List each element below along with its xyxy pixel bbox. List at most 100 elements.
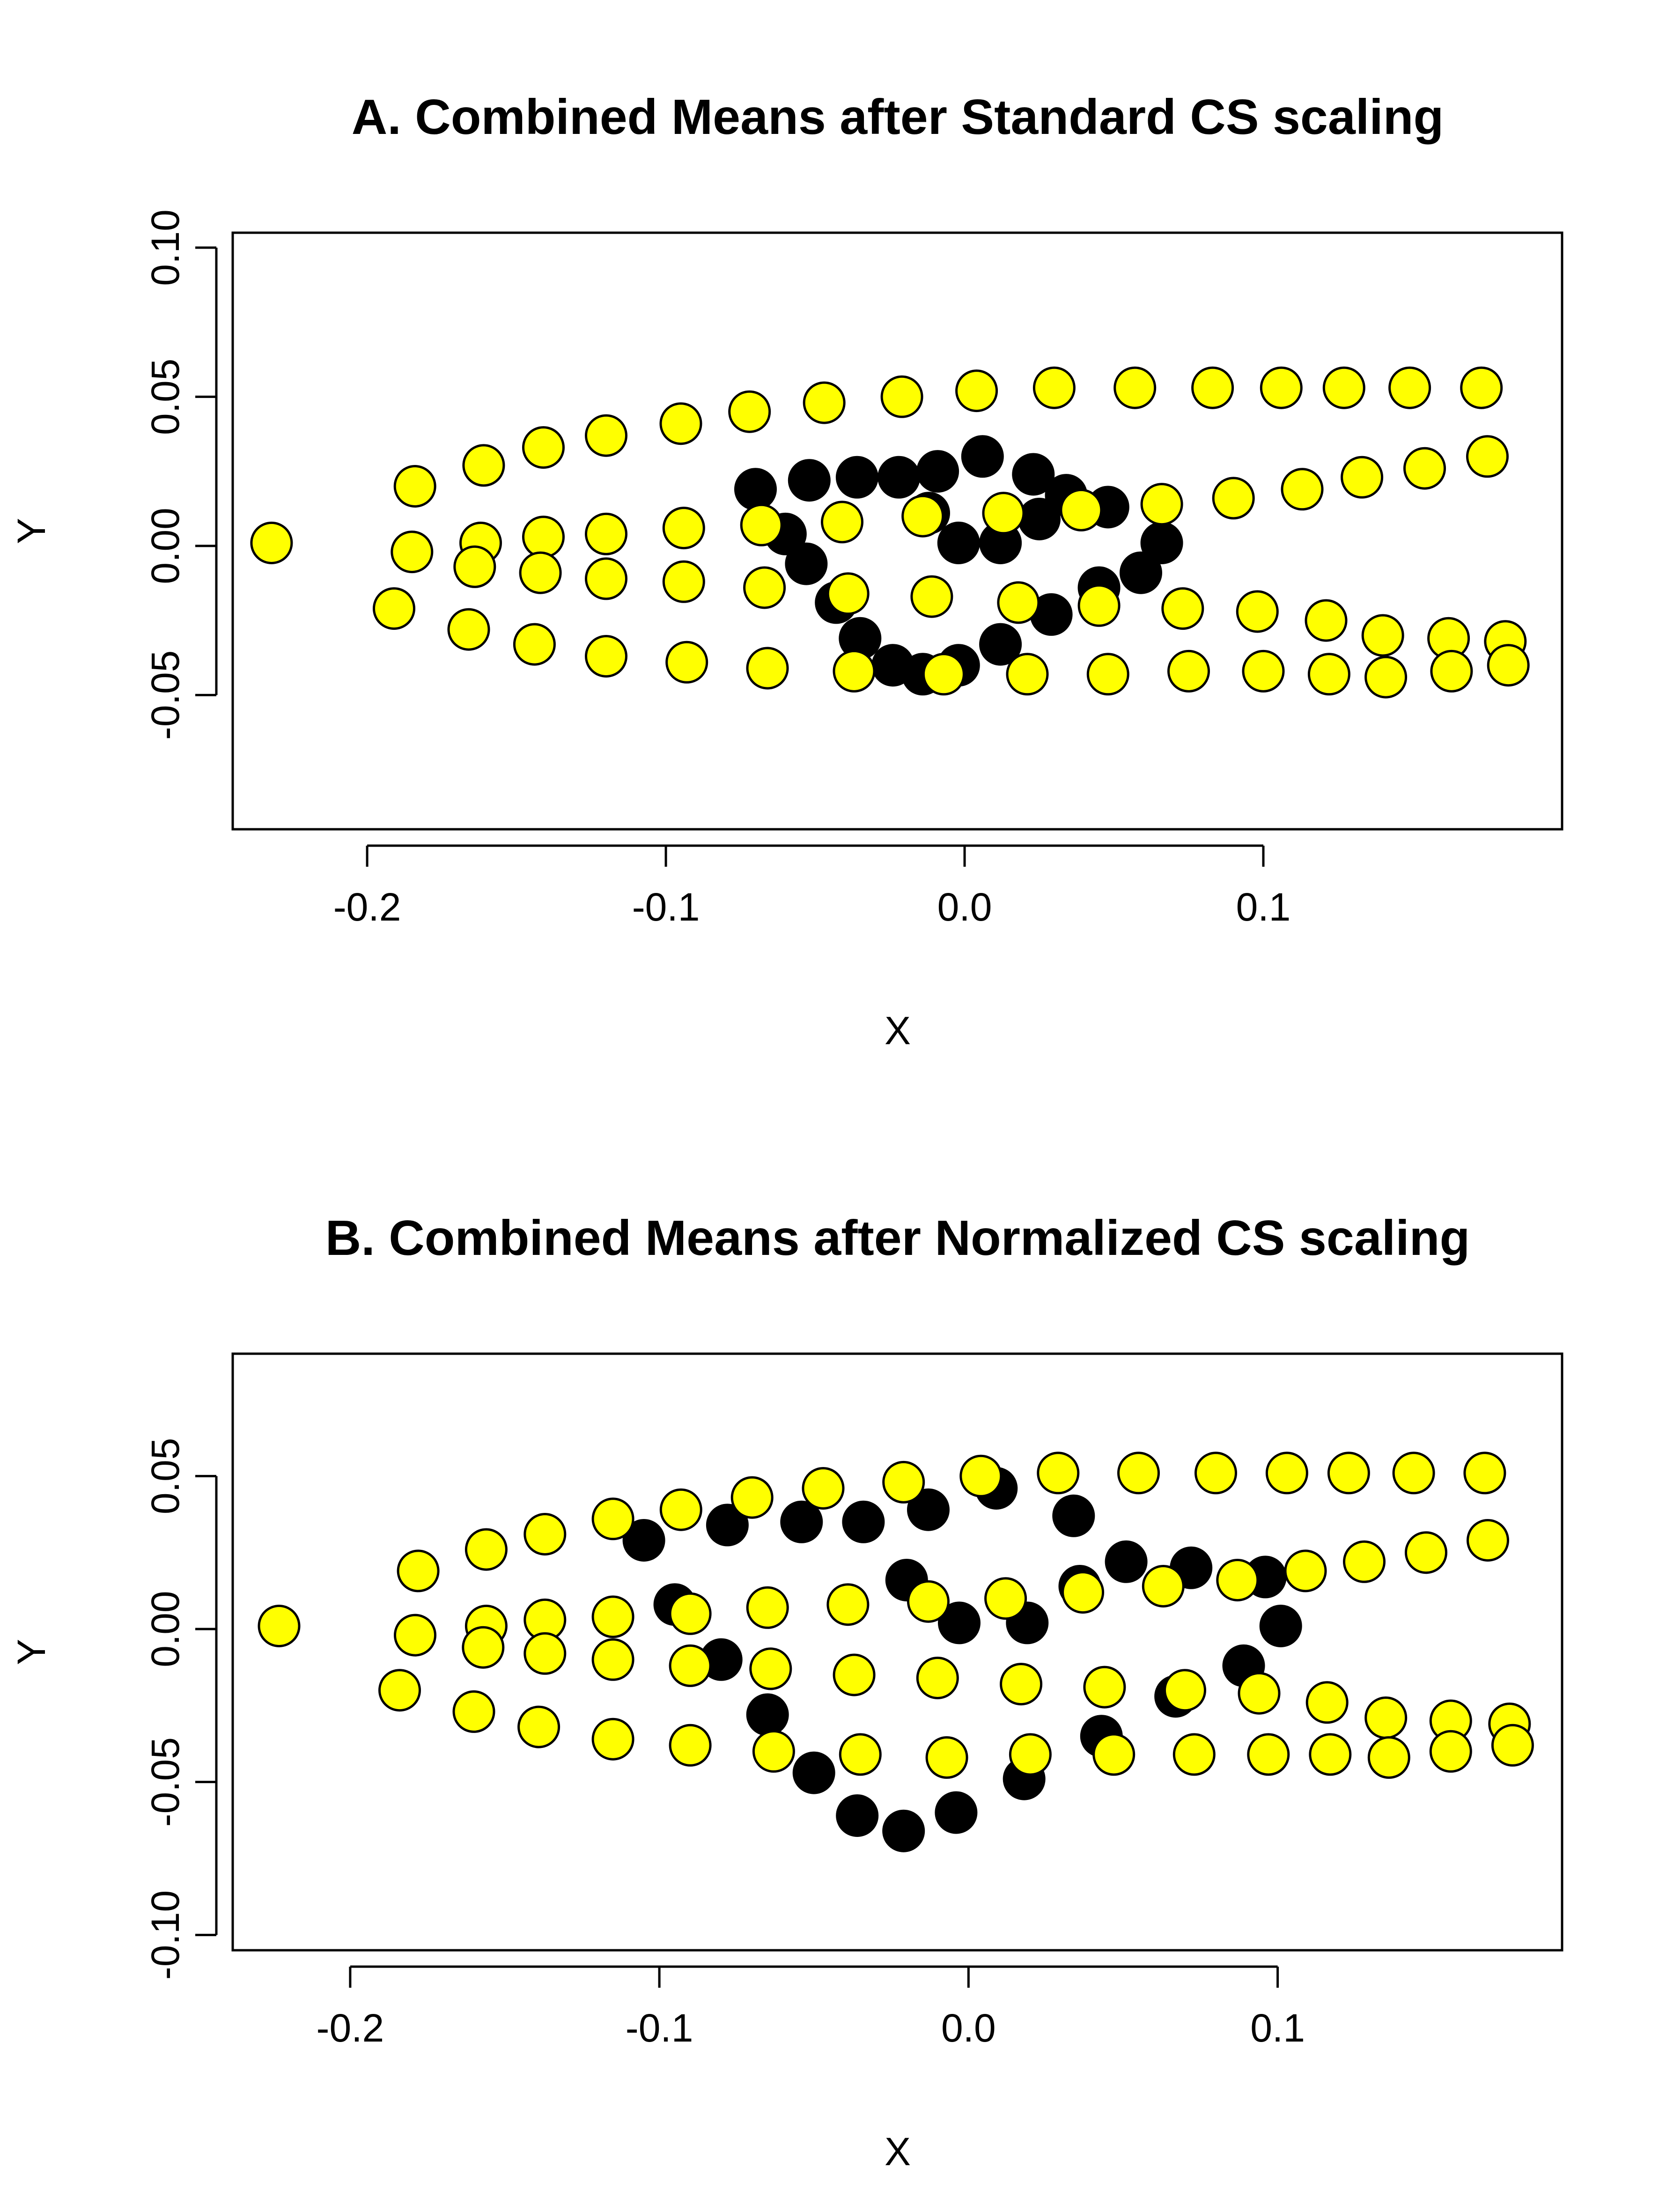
yellow-point — [880, 375, 923, 418]
yellow-point — [591, 1638, 634, 1681]
yellow-point — [826, 1583, 870, 1626]
yellow-point — [1247, 1733, 1290, 1776]
yellow-point — [1161, 587, 1204, 630]
yellow-point — [1487, 644, 1530, 687]
black-point — [734, 468, 777, 511]
black-point — [1259, 1605, 1302, 1647]
yellow-point — [1405, 1531, 1447, 1574]
yellow-point — [391, 531, 434, 574]
yellow-point — [669, 1724, 712, 1767]
black-point — [882, 1809, 925, 1852]
plot-b-y-axis: -0.10 -0.05 0.00 0.05 — [143, 1438, 218, 1980]
yellow-point — [452, 1690, 495, 1733]
x-tick-label: -0.1 — [626, 2006, 693, 2050]
yellow-point — [925, 1736, 968, 1779]
yellow-point — [1236, 590, 1279, 633]
plot-b-y-axis-label: Y — [9, 1639, 53, 1665]
black-point — [935, 1791, 978, 1834]
yellow-point — [1307, 653, 1350, 696]
plot-b: B. Combined Means after Normalized CS sc… — [9, 1210, 1563, 2174]
plot-a-points — [250, 366, 1530, 699]
yellow-point — [522, 516, 565, 559]
yellow-point — [1077, 584, 1121, 627]
yellow-point — [743, 566, 786, 609]
yellow-point — [393, 465, 436, 508]
x-tick-label: -0.2 — [333, 885, 401, 929]
yellow-point — [517, 1705, 560, 1748]
black-point — [907, 1488, 950, 1531]
yellow-point — [1460, 366, 1503, 409]
yellow-point — [1392, 1452, 1435, 1495]
yellow-point — [1216, 1559, 1259, 1601]
black-point — [1018, 498, 1061, 540]
yellow-point — [1140, 483, 1183, 526]
yellow-point — [1194, 1452, 1237, 1495]
yellow-point — [1305, 1681, 1349, 1724]
yellow-point — [1281, 468, 1324, 511]
yellow-point — [1364, 1696, 1408, 1739]
yellow-point — [1172, 1733, 1216, 1776]
yellow-point — [1322, 366, 1365, 409]
yellow-point — [910, 575, 953, 618]
yellow-point — [1238, 1672, 1281, 1715]
black-point — [1012, 453, 1055, 496]
yellow-point — [1367, 1736, 1410, 1779]
yellow-point — [1009, 1733, 1052, 1776]
yellow-point — [659, 1488, 702, 1531]
yellow-point — [1265, 1452, 1308, 1495]
yellow-point — [997, 581, 1040, 624]
x-tick-label: -0.1 — [632, 885, 700, 929]
yellow-point — [1032, 366, 1076, 409]
yellow-point — [1117, 1452, 1160, 1495]
yellow-point — [1191, 366, 1234, 409]
plot-b-x-axis: -0.2 -0.1 0.0 0.1 — [317, 1965, 1305, 2050]
yellow-point — [258, 1605, 301, 1647]
yellow-point — [1463, 1452, 1506, 1495]
yellow-point — [1343, 1540, 1386, 1583]
black-point — [788, 459, 831, 502]
black-point — [780, 1500, 823, 1543]
yellow-point — [462, 1626, 505, 1669]
x-tick-label: -0.2 — [317, 2006, 384, 2050]
y-tick-label: 0.00 — [143, 508, 187, 584]
yellow-point — [1092, 1733, 1135, 1776]
black-point — [836, 1794, 879, 1837]
plot-a-x-axis-label: X — [885, 1009, 911, 1053]
yellow-point — [1341, 456, 1384, 499]
yellow-point — [749, 1647, 792, 1690]
yellow-point — [728, 390, 771, 433]
yellow-point — [746, 1586, 789, 1629]
yellow-point — [662, 507, 705, 550]
yellow-point — [802, 1467, 845, 1510]
yellow-point — [959, 1454, 1003, 1497]
black-point — [785, 542, 828, 585]
yellow-point — [1000, 1663, 1043, 1706]
black-point — [835, 456, 878, 499]
yellow-point — [1242, 649, 1285, 693]
yellow-point — [826, 572, 870, 615]
yellow-point — [662, 560, 705, 603]
plot-a-title: A. Combined Means after Standard CS scal… — [352, 89, 1444, 145]
black-point — [1052, 1494, 1095, 1537]
yellow-point — [1309, 1733, 1352, 1776]
yellow-point — [591, 1497, 634, 1541]
yellow-point — [378, 1669, 421, 1712]
black-point — [746, 1693, 789, 1736]
yellow-point — [250, 522, 293, 564]
black-point — [937, 522, 980, 564]
yellow-point — [1060, 488, 1103, 531]
yellow-point — [524, 1632, 567, 1675]
yellow-point — [524, 1513, 567, 1556]
yellow-point — [1327, 1452, 1370, 1495]
yellow-point — [746, 647, 789, 690]
yellow-point — [1086, 653, 1129, 696]
plot-a-x-axis: -0.2 -0.1 0.0 0.1 — [333, 844, 1290, 929]
yellow-point — [665, 641, 708, 684]
yellow-point — [669, 1644, 712, 1687]
black-point — [871, 644, 914, 687]
yellow-point — [1167, 649, 1210, 693]
yellow-point — [585, 635, 627, 678]
yellow-point — [373, 587, 415, 630]
yellow-point — [1006, 653, 1049, 696]
